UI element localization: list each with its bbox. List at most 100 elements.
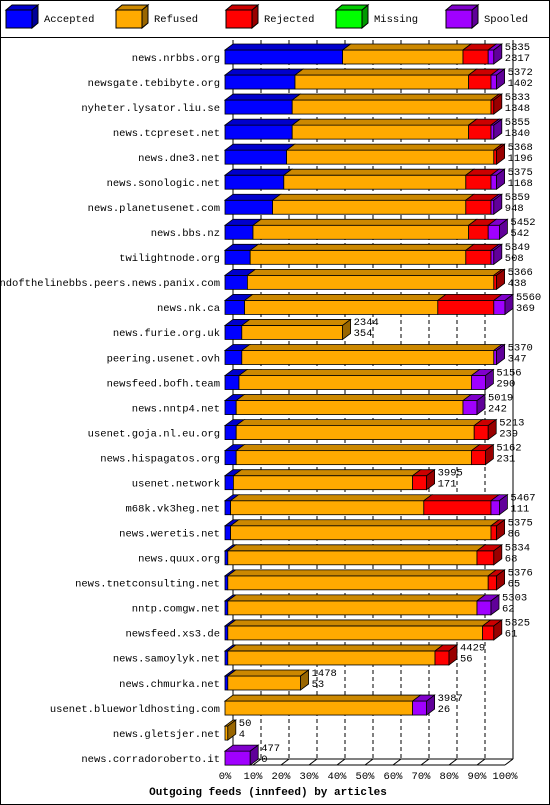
y-tick-label: news.chmurka.net <box>119 679 220 691</box>
y-tick-label: newsfeed.xs3.de <box>125 629 220 641</box>
x-tick-label: 100% <box>492 771 518 783</box>
accepted-label: 1348 <box>505 103 530 115</box>
bar-segment <box>224 124 293 140</box>
bar-top <box>234 419 484 427</box>
x-tick-label: 60% <box>384 771 404 783</box>
y-tick-label: usenet.blueworldhosting.com <box>50 704 220 716</box>
bar-side <box>484 443 494 466</box>
bar-segment <box>230 500 425 516</box>
bar-segment <box>490 249 495 265</box>
y-tick-label: news.sonologic.net <box>107 178 220 190</box>
accepted-label: 4 <box>239 729 245 741</box>
bar-segment <box>249 249 467 265</box>
offered-label: 5467 <box>510 493 535 505</box>
bar-segment <box>272 199 467 215</box>
x-tick <box>364 758 374 766</box>
y-tick-label: news.tcpreset.net <box>113 128 220 140</box>
y-tick-label: peering.usenet.ovh <box>107 353 220 365</box>
bar-top <box>271 193 475 201</box>
y-tick-label: news.weretis.net <box>119 529 220 541</box>
bar-top <box>223 68 305 76</box>
bar-top <box>234 444 481 452</box>
offered-label: 5372 <box>508 67 533 79</box>
legend-label: Refused <box>154 14 198 26</box>
bar-side <box>504 293 514 316</box>
accepted-label: 111 <box>510 504 529 516</box>
bar-segment <box>227 575 489 591</box>
bar-segment <box>235 425 475 441</box>
bar-segment <box>227 550 478 566</box>
bar-segment <box>230 525 492 541</box>
bar-segment <box>224 425 237 441</box>
legend-swatch-top <box>444 4 480 11</box>
accepted-label: 239 <box>499 428 518 440</box>
y-tick-label: nyheter.lysator.liu.se <box>81 103 220 115</box>
bar-side <box>227 719 237 741</box>
bar-side <box>448 644 458 666</box>
bar-top <box>422 494 501 502</box>
x-tick-label: 40% <box>328 771 348 783</box>
bar-top <box>341 43 473 51</box>
y-tick-label: usenet.goja.nl.eu.org <box>88 428 220 440</box>
legend-swatch <box>225 9 253 29</box>
bar-segment <box>224 325 243 340</box>
bar-segment <box>224 525 231 541</box>
bar-side <box>496 343 506 366</box>
accepted-label: 290 <box>496 378 515 390</box>
bar-side <box>493 543 503 566</box>
bar-top <box>226 644 445 652</box>
bar-top <box>229 494 433 502</box>
offered-label: 5452 <box>510 217 535 229</box>
bar-top <box>243 293 447 301</box>
bar-top <box>436 293 503 301</box>
accepted-label: 948 <box>505 203 524 215</box>
bar-top <box>223 93 302 101</box>
accepted-label: 1340 <box>505 128 530 140</box>
bar-segment <box>468 74 492 90</box>
bar-segment <box>286 149 495 165</box>
offered-label: 5349 <box>505 242 530 254</box>
bar-side <box>496 143 506 165</box>
bar-side <box>487 418 497 441</box>
accepted-label: 56 <box>460 654 473 666</box>
x-tick <box>448 758 458 766</box>
accepted-label: 354 <box>354 328 373 340</box>
bar-side <box>493 118 503 140</box>
bar-segment <box>291 124 470 140</box>
y-tick-label: news.quux.org <box>138 554 220 566</box>
offered-label: 1478 <box>312 668 337 680</box>
offered-label: 5375 <box>508 518 533 530</box>
x-tick-label: 70% <box>412 771 432 783</box>
bar-segment <box>224 500 231 516</box>
bar-segment <box>462 49 489 65</box>
bar-segment <box>224 475 234 491</box>
accepted-label: 231 <box>496 453 515 465</box>
legend-swatch-top <box>4 4 40 11</box>
x-tick-label: 30% <box>300 771 320 783</box>
bar-segment <box>490 199 495 215</box>
bar-segment <box>490 174 497 190</box>
bar-top <box>291 93 501 101</box>
accepted-label: 369 <box>516 303 535 315</box>
offered-label: 5375 <box>508 167 533 179</box>
bar-side <box>484 368 494 391</box>
bar-top <box>285 143 503 151</box>
offered-label: 5359 <box>505 192 530 204</box>
bar-segment <box>238 375 472 390</box>
y-tick-label: news.tnetconsulting.net <box>75 579 220 591</box>
legend-swatch <box>115 9 143 29</box>
bar-top <box>226 569 498 577</box>
x-tick <box>476 758 486 766</box>
bar-segment <box>224 450 237 466</box>
offered-label: 5560 <box>516 292 541 304</box>
bar-segment <box>224 575 229 591</box>
y-tick-label: news.dne3.net <box>138 153 220 165</box>
y-tick-label: news.planetusenet.com <box>88 203 220 215</box>
offered-label: 5333 <box>505 92 530 104</box>
y-tick-label: news.nrbbs.org <box>132 53 220 65</box>
legend-label: Accepted <box>44 14 94 26</box>
legend-label: Spooled <box>484 14 528 26</box>
y-tick-label: news.corradoroberto.it <box>81 754 220 766</box>
offered-label: 5366 <box>508 267 533 279</box>
legend-swatch <box>445 9 473 29</box>
